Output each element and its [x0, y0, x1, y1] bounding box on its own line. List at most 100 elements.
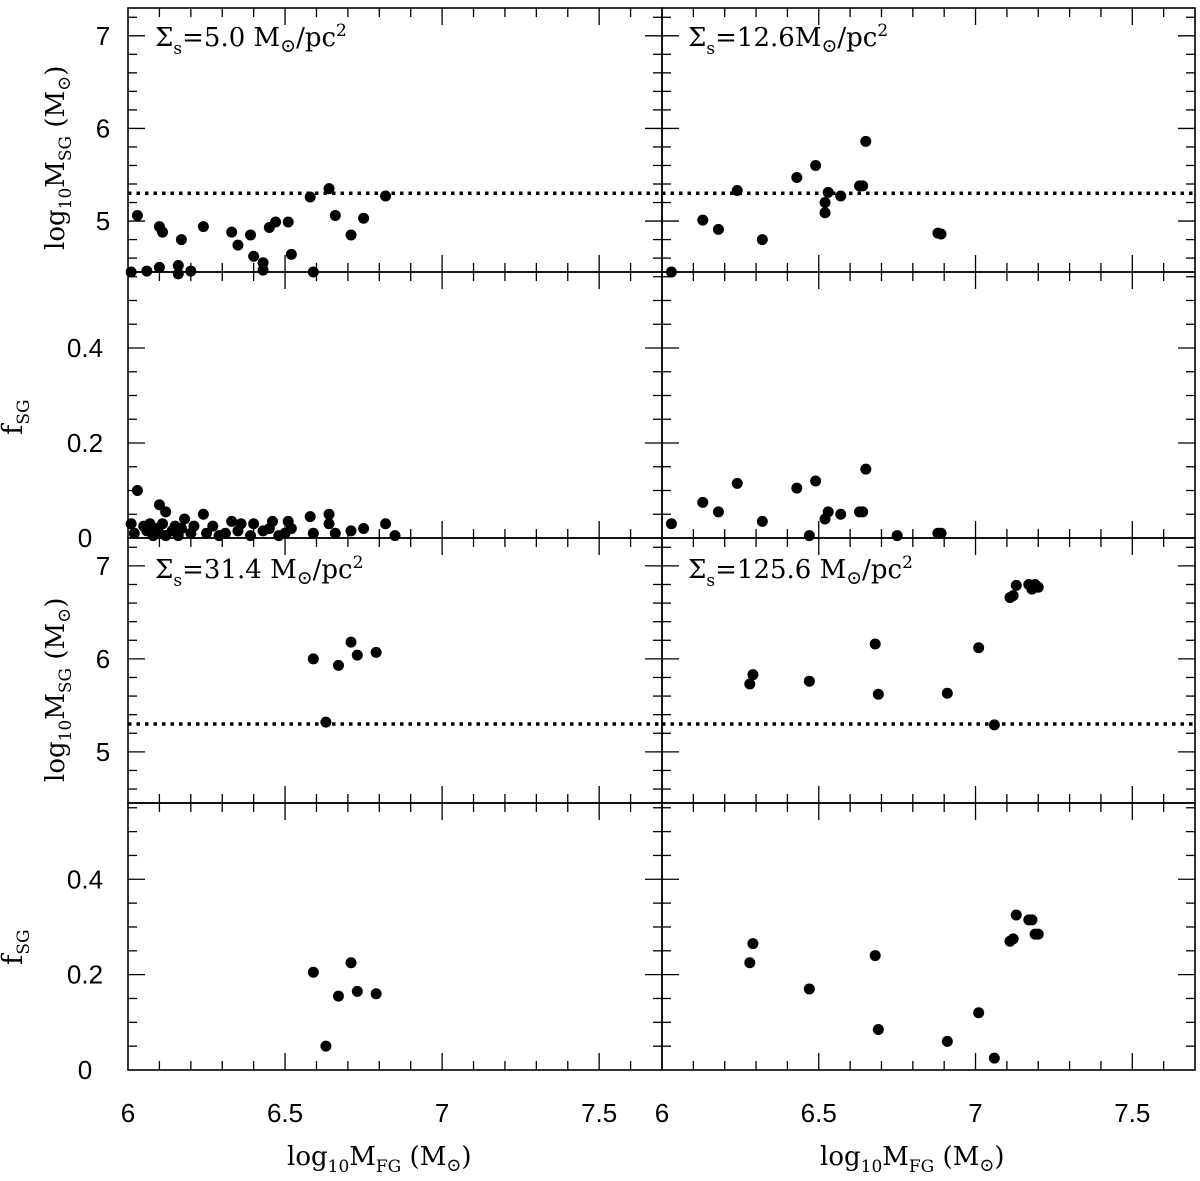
data-point-mass-panel-0	[232, 239, 244, 251]
data-point-frac-panel-0	[245, 530, 257, 542]
data-point-mass-panel-2	[351, 649, 363, 661]
data-point-frac-panel-3	[1010, 909, 1022, 921]
data-point-mass-panel-3	[1010, 579, 1022, 591]
y-tick-label: 7	[96, 551, 110, 581]
y-tick-label: 0.2	[67, 428, 103, 458]
data-point-mass-panel-1	[860, 135, 872, 147]
data-point-mass-panel-1	[791, 172, 803, 184]
data-point-frac-panel-1	[731, 477, 743, 489]
x-tick-label: 7.5	[581, 1098, 617, 1128]
data-point-mass-panel-1	[819, 207, 831, 219]
data-point-mass-panel-3	[869, 638, 881, 650]
data-point-frac-panel-1	[860, 463, 872, 475]
x-tick-label: 7	[968, 1098, 982, 1128]
data-point-frac-panel-1	[697, 496, 709, 508]
data-point-frac-panel-3	[803, 983, 815, 995]
x-tick-label: 7.5	[1114, 1098, 1150, 1128]
data-point-mass-panel-0	[226, 226, 238, 238]
y-tick-label: 5	[96, 737, 110, 767]
x-axis-label-right: log10MFG (M⊙)	[820, 1142, 1005, 1177]
data-point-frac-panel-0	[153, 499, 165, 511]
data-point-mass-panel-1	[697, 214, 709, 226]
data-point-mass-panel-3	[973, 642, 985, 654]
data-point-mass-panel-1	[857, 180, 869, 192]
data-point-frac-panel-0	[304, 511, 316, 523]
data-point-mass-panel-1	[819, 197, 831, 209]
data-point-mass-panel-0	[257, 257, 269, 269]
data-point-mass-panel-1	[712, 223, 724, 235]
data-point-frac-panel-2	[345, 957, 357, 969]
data-point-mass-panel-0	[380, 190, 392, 202]
data-point-mass-panel-0	[172, 260, 184, 272]
data-point-mass-panel-0	[125, 266, 137, 278]
y-tick-label: 0	[78, 1055, 92, 1085]
data-point-frac-panel-0	[380, 518, 392, 530]
data-point-frac-panel-0	[207, 520, 219, 532]
data-point-frac-panel-0	[323, 508, 335, 520]
data-point-mass-panel-1	[665, 266, 677, 278]
data-point-mass-panel-0	[285, 248, 297, 260]
data-point-mass-panel-0	[323, 183, 335, 195]
data-point-mass-panel-0	[270, 216, 282, 228]
data-point-frac-panel-3	[1032, 928, 1044, 940]
x-tick-label: 6.5	[801, 1098, 837, 1128]
y-tick-label: 7	[96, 21, 110, 51]
x-tick-label: 6	[121, 1098, 135, 1128]
x-tick-label: 6.5	[267, 1098, 303, 1128]
data-point-frac-panel-0	[188, 520, 200, 532]
data-point-mass-panel-0	[329, 209, 341, 221]
data-point-frac-panel-1	[857, 506, 869, 518]
data-point-frac-panel-1	[891, 530, 903, 542]
data-point-mass-panel-2	[320, 716, 332, 728]
data-point-mass-panel-1	[822, 186, 834, 198]
data-point-mass-panel-3	[747, 669, 759, 681]
panel-frame-r1c0	[127, 271, 663, 539]
data-marks	[125, 135, 1044, 1064]
data-point-mass-panel-3	[803, 675, 815, 687]
data-point-frac-panel-0	[323, 518, 335, 530]
x-axis-label-left: log10MFG (M⊙)	[287, 1142, 472, 1177]
data-point-mass-panel-1	[810, 159, 822, 171]
data-point-mass-panel-0	[304, 191, 316, 203]
panel-label-a: Σs=5.0 M⊙/pc2	[155, 21, 347, 59]
data-point-frac-panel-3	[872, 1023, 884, 1035]
data-point-mass-panel-2	[332, 659, 344, 671]
x-tick-label: 6	[655, 1098, 669, 1128]
data-point-mass-panel-3	[744, 678, 756, 690]
data-point-frac-panel-0	[175, 523, 187, 534]
data-point-frac-panel-1	[756, 515, 768, 527]
data-point-frac-panel-1	[791, 482, 803, 494]
data-point-frac-panel-3	[869, 950, 881, 962]
y-axis-label-frac-bottom: fSG	[0, 929, 34, 965]
data-point-frac-panel-0	[125, 518, 137, 530]
data-point-mass-panel-0	[282, 216, 294, 228]
data-point-mass-panel-0	[245, 229, 257, 241]
data-point-frac-panel-0	[157, 518, 169, 530]
data-point-mass-panel-1	[731, 184, 743, 196]
data-point-mass-panel-0	[307, 266, 319, 278]
data-point-mass-panel-3	[872, 688, 884, 700]
data-point-frac-panel-0	[345, 525, 357, 537]
data-point-frac-panel-3	[744, 957, 756, 969]
data-point-mass-panel-3	[1032, 581, 1044, 593]
data-point-frac-panel-0	[131, 485, 143, 496]
data-point-frac-panel-0	[285, 523, 297, 534]
panel-label-d: Σs=125.6 M⊙/pc2	[688, 553, 913, 591]
data-point-frac-panel-0	[219, 527, 231, 539]
x-tick-label: 7	[435, 1098, 449, 1128]
data-point-mass-panel-0	[358, 212, 370, 224]
data-point-mass-panel-1	[935, 228, 947, 240]
data-point-frac-panel-0	[389, 530, 401, 542]
panel-label-b: Σs=12.6M⊙/pc2	[688, 21, 888, 59]
data-point-mass-panel-0	[197, 221, 209, 233]
panel-frame-r3c0	[127, 802, 663, 1071]
data-point-frac-panel-0	[248, 518, 260, 530]
data-point-mass-panel-0	[131, 209, 143, 221]
data-point-frac-panel-0	[266, 515, 278, 527]
data-point-frac-panel-0	[128, 527, 140, 539]
data-point-frac-panel-0	[358, 523, 370, 534]
data-point-mass-panel-0	[248, 250, 260, 262]
data-point-frac-panel-0	[226, 515, 238, 527]
data-point-mass-panel-1	[835, 190, 847, 202]
data-point-frac-panel-3	[1007, 933, 1019, 945]
